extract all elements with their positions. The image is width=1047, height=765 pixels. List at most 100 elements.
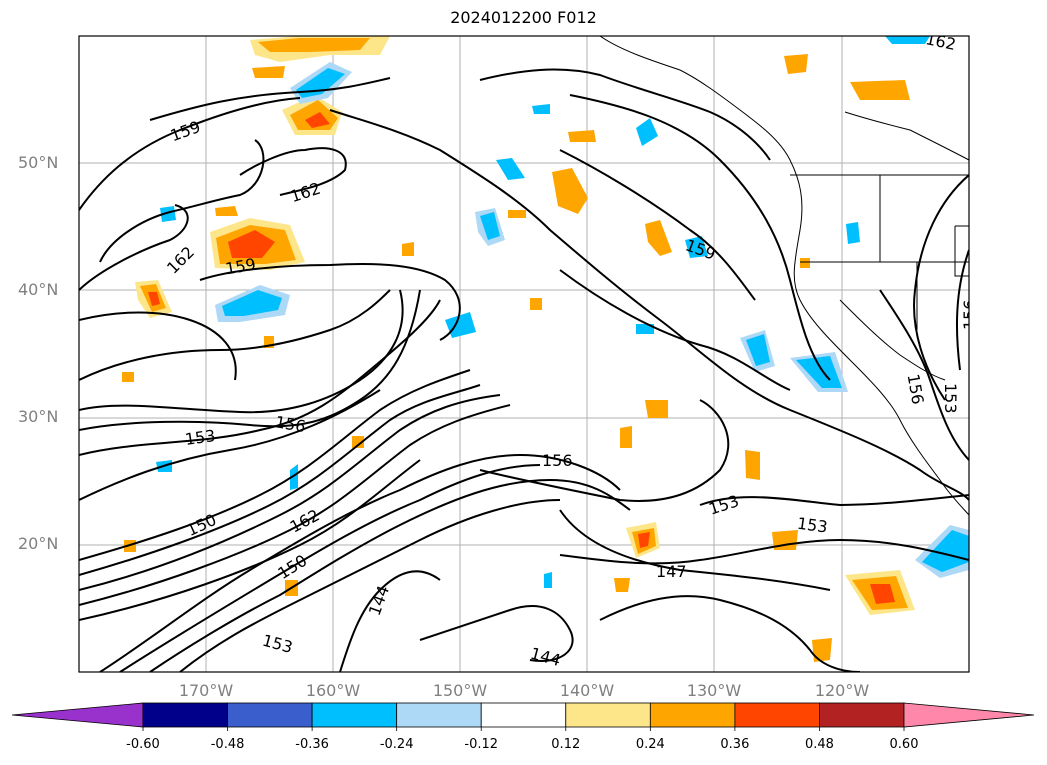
- contour-line: [79, 404, 511, 606]
- contour-line: [956, 249, 969, 371]
- lat-label-50n: 50°N: [18, 153, 59, 172]
- shade-patch: [620, 426, 632, 448]
- shade-patch: [252, 66, 285, 78]
- gridlines: [79, 36, 969, 672]
- contour-line: [79, 311, 237, 381]
- lon-label-140w: 140°W: [559, 681, 615, 700]
- shade-patch: [258, 38, 370, 52]
- colorbar-bin: [396, 702, 482, 728]
- shade-patch: [746, 334, 770, 366]
- colorbar-tick-label: 0.60: [889, 737, 919, 752]
- colorbar-extend-high: [903, 702, 1035, 728]
- shade-patch: [532, 104, 550, 114]
- colorbar-tick-label: 0.24: [635, 737, 665, 752]
- contour-line: [99, 453, 621, 672]
- lon-label-170w: 170°W: [178, 681, 234, 700]
- contour-line: [79, 97, 301, 211]
- shade-patch: [530, 298, 542, 310]
- contour-line: [913, 174, 969, 401]
- shade-patch: [544, 572, 552, 588]
- contour-line: [79, 299, 441, 456]
- shade-patch: [568, 130, 596, 142]
- shade-patch: [508, 210, 526, 218]
- contour-line: [479, 68, 771, 161]
- shade-patch: [796, 356, 842, 388]
- shade-patch: [870, 584, 895, 604]
- colorbar-extend-low: [11, 702, 144, 728]
- lon-label-130w: 130°W: [686, 681, 742, 700]
- contour-line: [149, 77, 391, 121]
- contour-label: 162: [287, 505, 323, 536]
- contour-line: [79, 289, 404, 414]
- contour-label: 156: [274, 412, 307, 436]
- coastline: [844, 111, 969, 161]
- height-contours: [79, 68, 969, 672]
- shade-patch: [784, 54, 808, 74]
- contour-line: [79, 459, 421, 621]
- shade-patch: [645, 400, 668, 418]
- contour-line: [79, 389, 381, 501]
- shade-patch: [614, 578, 630, 592]
- lon-label-120w: 120°W: [814, 681, 870, 700]
- contour-line: [329, 109, 969, 501]
- colorbar-tick-label: -0.12: [464, 737, 499, 752]
- contour-label: 156: [960, 299, 979, 330]
- contour-line: [79, 289, 421, 431]
- contour-label: 156: [542, 451, 573, 470]
- colorbar-bin: [649, 702, 736, 728]
- contour-label: 153: [260, 631, 294, 657]
- contour-label-group: 159 162 162 159 159 162 153 156 150 162 …: [163, 29, 979, 670]
- colorbar-bin: [227, 702, 313, 728]
- colorbar-tick-label: -0.60: [126, 737, 160, 752]
- shade-patch: [290, 464, 298, 490]
- coastline: [599, 36, 969, 516]
- contour-label: 153: [184, 426, 217, 449]
- colorbar-tick-label: -0.24: [379, 737, 414, 752]
- shade-patch: [480, 212, 500, 240]
- shade-patch: [685, 236, 708, 258]
- shade-patch: [922, 530, 969, 572]
- contour-line: [79, 394, 501, 591]
- colorbar: [11, 702, 1035, 731]
- shade-patch: [636, 324, 654, 334]
- contour-line: [419, 605, 574, 662]
- colorbar-bin: [480, 702, 567, 728]
- shade-patch: [160, 206, 176, 222]
- shade-patch: [122, 372, 134, 382]
- coastline: [839, 299, 946, 381]
- contour-line: [599, 595, 861, 672]
- colorbar-tick-label: -0.48: [210, 737, 245, 752]
- shade-patch: [222, 290, 282, 316]
- contour-label: 162: [924, 29, 958, 54]
- contour-line: [559, 149, 756, 301]
- shade-patch: [812, 638, 832, 662]
- lat-label-20n: 20°N: [18, 534, 59, 553]
- shade-patch: [352, 436, 364, 448]
- contour-label: 147: [656, 562, 687, 581]
- colorbar-bin: [819, 702, 905, 728]
- shade-patch: [228, 230, 275, 258]
- shade-patch: [552, 168, 588, 214]
- contour-label: 162: [288, 179, 323, 207]
- coastlines: [599, 36, 969, 516]
- shade-patch: [445, 312, 476, 338]
- contour-line: [199, 262, 461, 341]
- contour-line: [559, 509, 831, 591]
- contour-label: 156: [904, 372, 928, 405]
- colorbar-bin: [311, 702, 398, 728]
- contour-line: [879, 289, 969, 461]
- contour-line: [119, 464, 541, 672]
- contour-line: [699, 494, 969, 507]
- contour-line: [559, 269, 791, 391]
- contour-label: 153: [796, 514, 829, 537]
- contour-label: 162: [163, 243, 198, 278]
- plot-frame: [78, 35, 970, 673]
- contour-label: 159: [683, 235, 718, 263]
- contour-line: [179, 499, 561, 672]
- contour-label: 153: [941, 383, 960, 414]
- contour-line: [479, 399, 730, 502]
- shade-patch: [305, 112, 330, 128]
- shading-negative: [156, 36, 969, 588]
- shade-patch: [148, 292, 160, 306]
